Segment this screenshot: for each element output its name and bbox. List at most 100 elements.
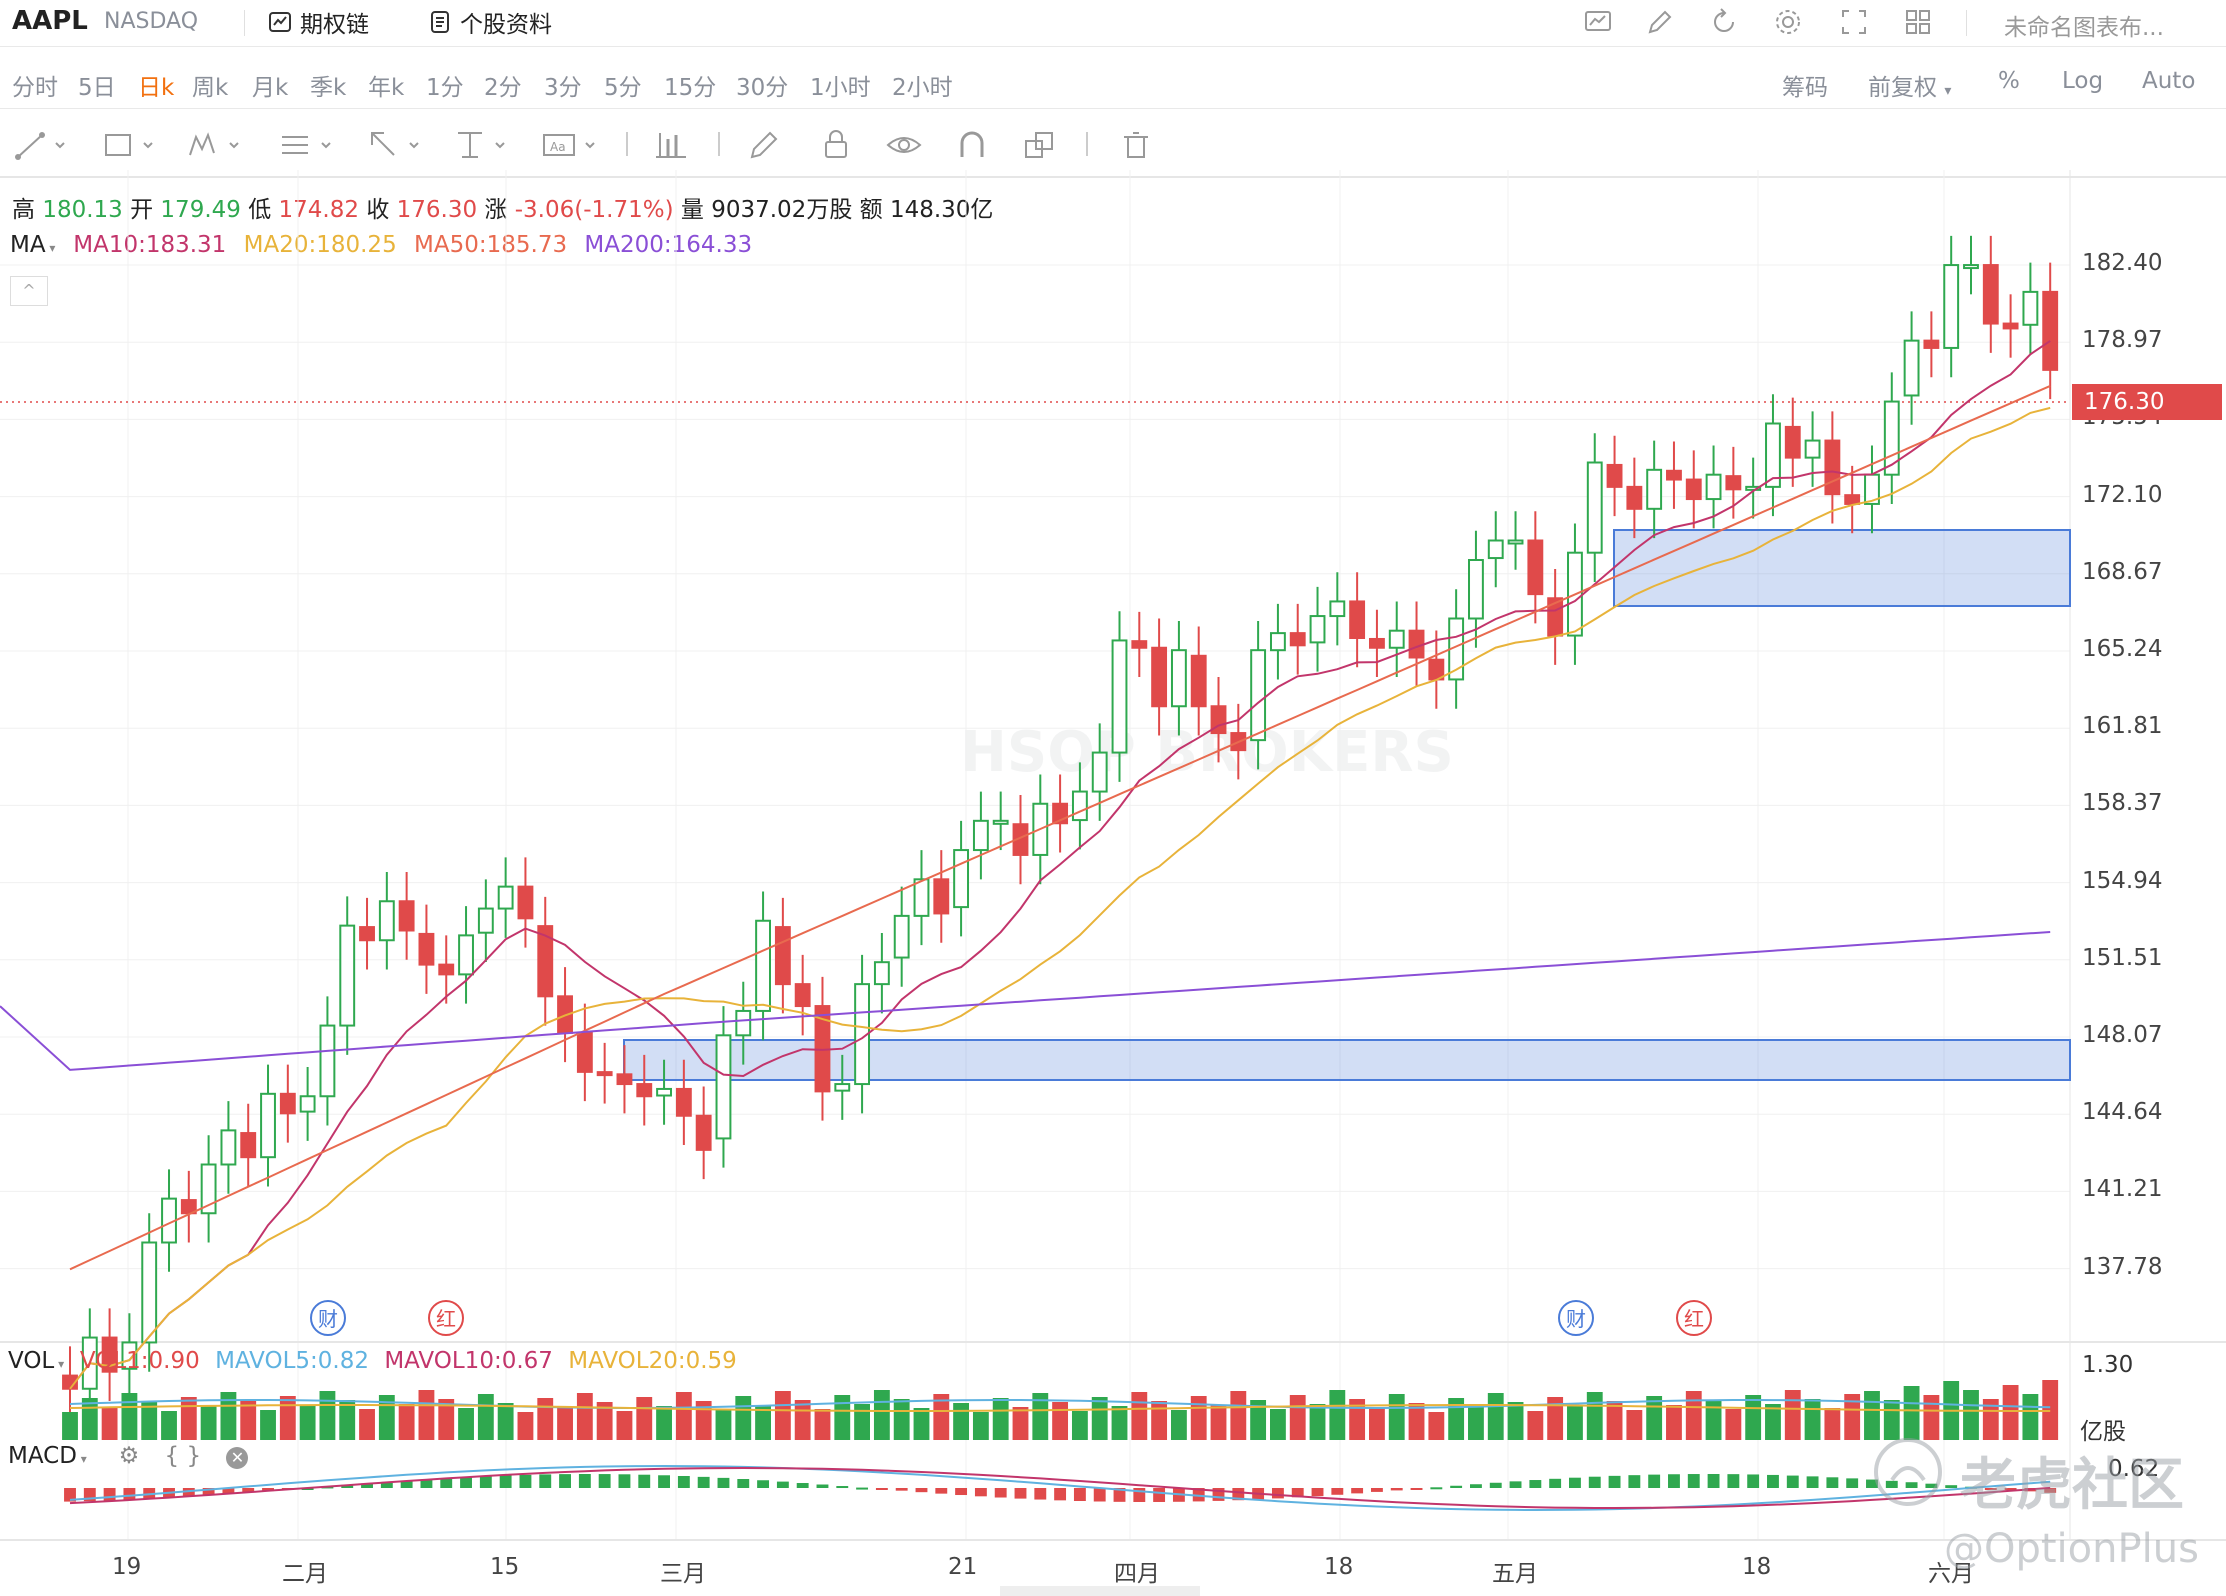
- volume-bar: [2022, 1394, 2039, 1440]
- dividend-badge[interactable]: 红: [1676, 1300, 1712, 1336]
- period-tab[interactable]: 月k: [252, 75, 289, 101]
- refresh-icon[interactable]: [1708, 6, 1740, 38]
- volume-bar: [1151, 1401, 1168, 1440]
- code-braces-icon[interactable]: { }: [164, 1443, 202, 1469]
- gear-icon[interactable]: [1772, 6, 1804, 38]
- vol-indicator-label[interactable]: VOL: [8, 1348, 55, 1374]
- document-icon: [431, 11, 449, 33]
- volume-bar: [1646, 1396, 1663, 1440]
- volume-bar: [537, 1398, 554, 1440]
- price-tick-label: 168.67: [2082, 558, 2163, 585]
- measure-tool-icon[interactable]: [452, 127, 512, 163]
- macd-bar: [2044, 1488, 2057, 1493]
- macd-bar: [994, 1488, 1007, 1498]
- time-tick-label: 18: [1742, 1554, 1772, 1580]
- period-tab[interactable]: 季k: [310, 75, 347, 101]
- adjust-dropdown[interactable]: 前复权 ▾: [1868, 68, 1951, 102]
- volume-value: 9037.02万股: [711, 197, 853, 223]
- candle-body: [1666, 469, 1682, 481]
- period-tab[interactable]: 年k: [368, 75, 405, 101]
- volume-bar: [220, 1392, 237, 1440]
- candle-body: [418, 932, 435, 966]
- period-tab[interactable]: 1分: [426, 75, 464, 101]
- candle-body: [933, 878, 950, 915]
- mavol20-line: [69, 1404, 2051, 1412]
- macd-legend[interactable]: MACD ▾ ⚙ { } ✕: [8, 1443, 249, 1469]
- candle-body: [953, 849, 970, 909]
- trash-icon[interactable]: [1116, 127, 1156, 163]
- period-tab[interactable]: 5日: [78, 75, 116, 101]
- collapse-chevron-icon[interactable]: ^: [10, 276, 48, 306]
- macd-bar: [1153, 1488, 1166, 1502]
- ma20-value: MA20:180.25: [243, 232, 397, 258]
- volume-bar: [240, 1401, 257, 1440]
- layout-name-dropdown[interactable]: 未命名图表布...: [2004, 15, 2164, 41]
- period-tab[interactable]: 3分: [544, 75, 582, 101]
- auto-toggle[interactable]: Auto: [2142, 68, 2196, 94]
- period-tab[interactable]: 周k: [192, 75, 229, 101]
- price-tick-label: 148.07: [2082, 1022, 2163, 1048]
- volume-bar: [1567, 1406, 1583, 1440]
- pencil-icon[interactable]: [746, 127, 786, 163]
- period-tab[interactable]: 30分: [736, 75, 789, 101]
- volume-bar: [972, 1412, 989, 1440]
- text-tool-icon[interactable]: Aa: [542, 127, 602, 163]
- stock-profile-button[interactable]: 个股资料: [428, 6, 552, 38]
- copy-icon[interactable]: [1020, 127, 1060, 163]
- volume-legend[interactable]: VOL ▾ VOL1:0.90 MAVOL5:0.82 MAVOL10:0.67…: [8, 1348, 737, 1374]
- period-tab[interactable]: 5分: [604, 75, 642, 101]
- volume-bar: [1745, 1395, 1762, 1440]
- percent-toggle[interactable]: %: [1998, 68, 2020, 94]
- price-tick-label: 182.40: [2082, 250, 2163, 276]
- layout-grid-icon[interactable]: [1902, 6, 1934, 38]
- ma-indicator-label[interactable]: MA: [10, 232, 46, 258]
- scroll-handle[interactable]: [1000, 1586, 1200, 1596]
- candle-body: [319, 1024, 336, 1098]
- candle-body: [913, 878, 930, 917]
- fullscreen-icon[interactable]: [1838, 6, 1870, 38]
- earnings-badge[interactable]: 财: [1558, 1300, 1594, 1336]
- macd-indicator-label[interactable]: MACD: [8, 1443, 77, 1469]
- edit-icon[interactable]: [1644, 6, 1676, 38]
- adjust-label: 前复权: [1868, 75, 1937, 101]
- dividend-badge[interactable]: 红: [428, 1300, 464, 1336]
- volume-bar: [675, 1392, 692, 1440]
- pattern-tool-icon[interactable]: [186, 127, 246, 163]
- period-tab[interactable]: 15分: [664, 75, 717, 101]
- ma-legend[interactable]: MA ▾ MA10:183.31 MA20:180.25 MA50:185.73…: [10, 232, 752, 258]
- macd-bar: [539, 1474, 552, 1488]
- period-tab[interactable]: 1小时: [810, 75, 871, 101]
- period-tab[interactable]: 2分: [484, 75, 522, 101]
- period-tab[interactable]: 2小时: [892, 75, 953, 101]
- volume-bar: [1052, 1402, 1069, 1440]
- candle-body: [834, 1083, 851, 1092]
- options-chain-button[interactable]: 期权链: [268, 6, 369, 38]
- gear-icon[interactable]: ⚙: [118, 1443, 140, 1469]
- drawing-toolbar: [0, 120, 2226, 178]
- period-tab[interactable]: 分时: [12, 75, 58, 101]
- close-icon[interactable]: ✕: [226, 1447, 249, 1469]
- chips-button[interactable]: 筹码: [1782, 75, 1828, 101]
- volume-bar: [418, 1390, 435, 1440]
- macd-bar: [1093, 1488, 1106, 1502]
- eye-icon[interactable]: [884, 127, 924, 163]
- volume-bar: [1289, 1395, 1306, 1440]
- earnings-badge[interactable]: 财: [310, 1300, 346, 1336]
- period-tab[interactable]: 日k: [138, 75, 175, 101]
- fibonacci-tool-icon[interactable]: [278, 127, 338, 163]
- open-label: 开: [130, 197, 154, 223]
- candle-body: [1151, 646, 1168, 708]
- candle-body: [715, 1034, 732, 1140]
- log-toggle[interactable]: Log: [2062, 68, 2104, 94]
- volume-bar: [735, 1396, 752, 1440]
- magnet-icon[interactable]: [952, 127, 992, 163]
- arrow-tool-icon[interactable]: [366, 127, 426, 163]
- lock-icon[interactable]: [816, 127, 856, 163]
- screenshot-chart-icon[interactable]: [1582, 6, 1614, 38]
- volume-bar: [121, 1393, 138, 1440]
- rectangle-tool-icon[interactable]: [100, 127, 160, 163]
- trendline-tool-icon[interactable]: [12, 127, 72, 163]
- macd-bar: [519, 1474, 532, 1488]
- bar-chart-tool-icon[interactable]: [652, 127, 692, 163]
